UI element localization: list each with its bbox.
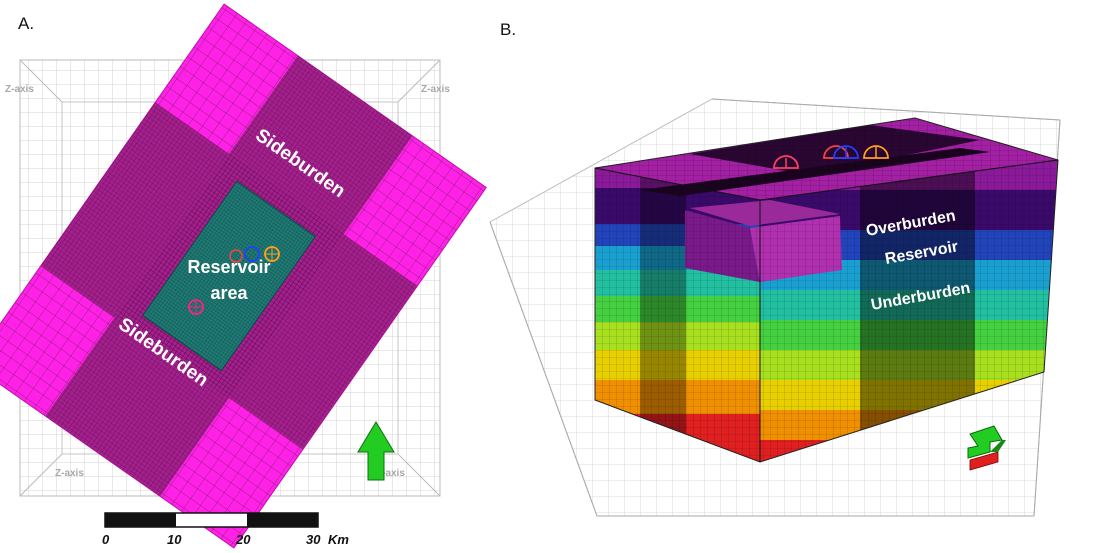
rotated-model-map xyxy=(0,3,487,549)
scale-bar xyxy=(104,512,319,528)
well-icon xyxy=(229,249,243,263)
reservoir-area-label-line2: area xyxy=(210,283,248,303)
well-symbols-a xyxy=(188,246,280,315)
well-icon xyxy=(773,155,799,169)
well-icon xyxy=(833,145,859,159)
arrow-up-icon xyxy=(357,421,395,481)
panel-b-label: B. xyxy=(500,20,517,39)
scale-tick-30: 30 xyxy=(306,532,321,547)
z-axis-label-tr: Z-axis xyxy=(421,84,450,95)
well-symbols-b xyxy=(773,145,889,169)
well-icon xyxy=(823,145,849,159)
model-top-face xyxy=(594,117,1059,463)
z-axis-label-br: Z-axis xyxy=(376,468,405,479)
reservoir-area-label-line1: Reservoir xyxy=(187,257,270,277)
z-axis-label-bl: Z-axis xyxy=(55,468,84,479)
scale-tick-20: 20 xyxy=(235,532,251,547)
well-icon xyxy=(863,145,889,159)
z-axis-label-tl: Z-axis xyxy=(5,84,34,95)
scale-tick-0: 0 xyxy=(102,532,110,547)
scale-tick-10: 10 xyxy=(167,532,182,547)
well-icon xyxy=(244,246,260,262)
panel-a-label: A. xyxy=(18,14,35,33)
arrow-3d-icon xyxy=(967,425,1006,471)
scale-unit: Km xyxy=(328,532,349,547)
